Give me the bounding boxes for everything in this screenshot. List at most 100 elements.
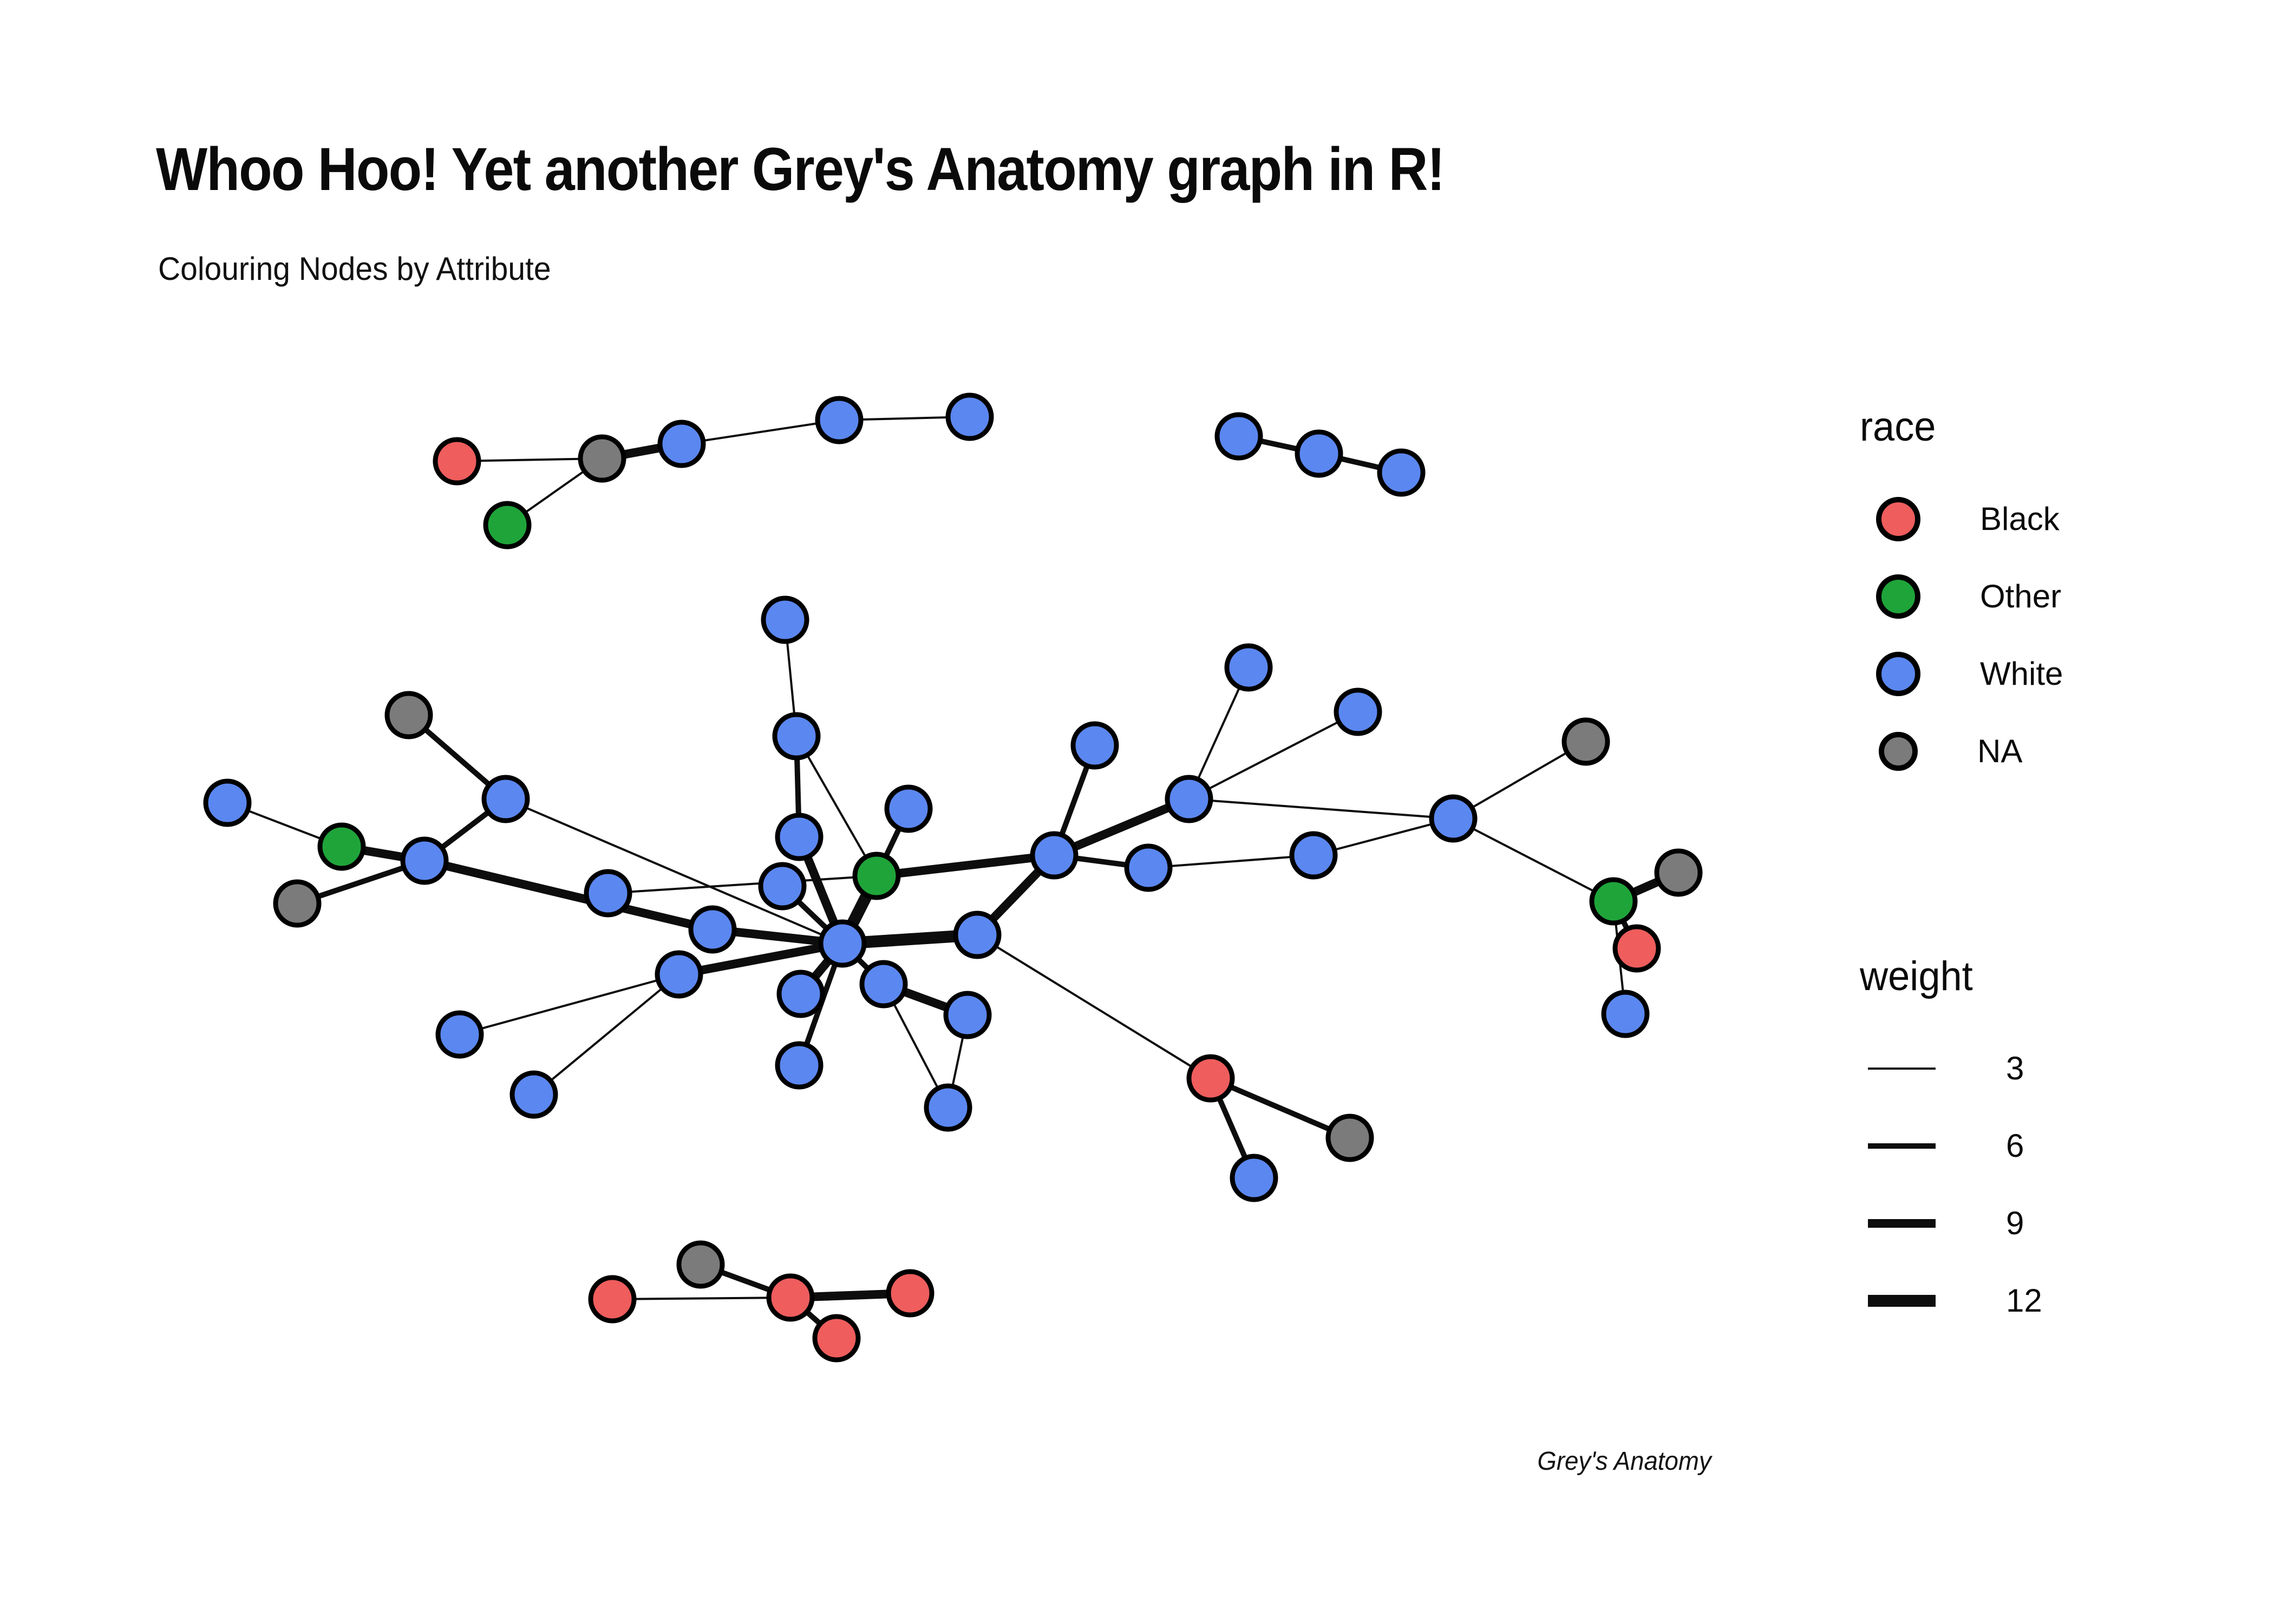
legend-item-white: White — [1860, 635, 2250, 712]
edge-weight-3 — [1453, 817, 1614, 902]
legend-label: Other — [1980, 578, 2062, 614]
plot-title: Whoo Hoo! Yet another Grey's Anatomy gra… — [156, 135, 1445, 203]
node-white — [776, 970, 825, 1018]
other-node-icon — [1876, 574, 1920, 619]
edge-weight-3 — [1452, 741, 1587, 820]
legend-label: Black — [1980, 501, 2060, 537]
node-white — [758, 862, 807, 911]
node-na — [1325, 1114, 1374, 1162]
node-black — [886, 1269, 935, 1318]
edge-weight-9 — [423, 856, 714, 934]
edge-weight-3 — [505, 798, 843, 945]
legend-item-weight-12: 12 — [1860, 1262, 2250, 1339]
node-white — [1030, 831, 1079, 880]
node-na — [578, 434, 626, 483]
legend-label: White — [1980, 656, 2063, 692]
node-white — [1289, 831, 1338, 880]
edge-weight-3 — [976, 934, 1212, 1079]
edge-weight-6 — [1210, 1076, 1351, 1141]
edge-width-12-icon — [1868, 1294, 1936, 1307]
node-white — [1377, 448, 1426, 497]
node-white — [1429, 794, 1478, 843]
legend-item-other: Other — [1860, 558, 2250, 635]
node-white — [203, 778, 252, 827]
node-white — [761, 595, 809, 644]
edge-weight-3 — [456, 457, 603, 462]
node-white — [400, 836, 449, 885]
legend-item-na: NA — [1860, 712, 2250, 790]
node-na — [1561, 717, 1610, 766]
legend-item-weight-3: 3 — [1860, 1030, 2250, 1107]
legend-label: 9 — [2006, 1205, 2024, 1241]
node-white — [1165, 775, 1213, 823]
legend-label: 6 — [2006, 1128, 2024, 1164]
node-white — [859, 960, 908, 1009]
node-white — [584, 869, 632, 918]
node-black — [588, 1275, 637, 1324]
edge-weight-3 — [1188, 798, 1454, 820]
node-white — [815, 396, 864, 444]
node-na — [1654, 848, 1703, 897]
node-white — [657, 420, 706, 468]
node-black — [1186, 1054, 1235, 1103]
node-white — [1601, 990, 1650, 1038]
node-white — [945, 392, 994, 441]
legend-label: NA — [1977, 733, 2023, 769]
node-white — [924, 1083, 972, 1132]
node-other — [852, 852, 901, 900]
node-white — [1334, 687, 1382, 736]
node-white — [775, 813, 824, 861]
node-white — [884, 784, 933, 833]
plot-caption: Grey's Anatomy — [1537, 1447, 1711, 1476]
legend-race-title: race — [1860, 404, 1936, 450]
legend-weight-title: weight — [1860, 953, 1973, 999]
edge-width-6-icon — [1868, 1143, 1936, 1149]
node-black — [766, 1273, 815, 1322]
na-node-icon — [1879, 731, 1918, 771]
node-white — [1295, 429, 1343, 478]
node-white — [943, 991, 992, 1039]
node-white — [772, 712, 821, 761]
node-black — [433, 437, 481, 486]
legend-race: race Black Other White NA — [1860, 403, 2250, 790]
edge-weight-3 — [795, 736, 878, 876]
node-white — [1070, 721, 1119, 770]
white-node-icon — [1876, 651, 1920, 696]
legend-item-weight-9: 9 — [1860, 1184, 2250, 1262]
plot-subtitle: Colouring Nodes by Attribute — [158, 251, 551, 287]
node-other — [483, 501, 532, 549]
node-na — [676, 1240, 725, 1289]
node-na — [273, 879, 322, 928]
edge-weight-9 — [1052, 795, 1191, 860]
node-black — [812, 1314, 861, 1363]
node-other — [1589, 877, 1638, 926]
legend-item-black: Black — [1860, 480, 2250, 558]
node-black — [1612, 924, 1661, 973]
legend-label: 3 — [2006, 1050, 2024, 1086]
edge-weight-3 — [607, 875, 877, 894]
node-white — [775, 1041, 824, 1090]
edge-weight-3 — [533, 973, 680, 1096]
node-na — [384, 691, 433, 739]
legend-weight: weight 3 6 9 12 — [1860, 953, 2250, 1339]
edge-weight-3 — [459, 973, 679, 1036]
black-node-icon — [1876, 496, 1920, 541]
node-white — [655, 950, 703, 999]
legend-label: 12 — [2006, 1282, 2042, 1319]
node-white — [1214, 412, 1263, 461]
edge-weight-9 — [876, 851, 1055, 880]
node-white — [1124, 843, 1173, 892]
node-white — [1224, 643, 1273, 692]
edge-weight-3 — [1148, 854, 1314, 869]
node-white — [688, 905, 737, 954]
node-white — [435, 1010, 484, 1059]
edge-width-3-icon — [1868, 1067, 1936, 1070]
node-white — [953, 911, 1002, 959]
edge-weight-3 — [1188, 711, 1358, 800]
edge-weight-9 — [678, 939, 844, 979]
node-white — [1230, 1154, 1278, 1202]
node-white — [481, 775, 530, 823]
legend-item-weight-6: 6 — [1860, 1107, 2250, 1184]
